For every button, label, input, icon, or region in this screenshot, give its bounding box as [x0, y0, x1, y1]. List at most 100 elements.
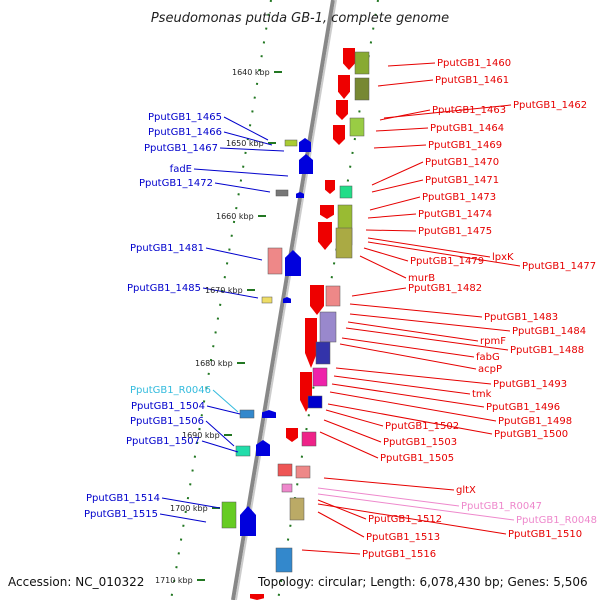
feature-box[interactable]	[221, 501, 237, 529]
label-connector	[369, 196, 421, 211]
gene-label-right[interactable]: PputGB1_1500	[494, 429, 568, 440]
gene-label-left[interactable]: PputGB1_1504	[131, 401, 205, 412]
reverse-gene-arrow[interactable]	[285, 250, 301, 276]
feature-box[interactable]	[312, 367, 328, 387]
gene-label-right[interactable]: PputGB1_1463	[432, 105, 506, 116]
gene-label-right[interactable]: PputGB1_1483	[484, 312, 558, 323]
gene-label-left[interactable]: PputGB1_1485	[127, 283, 201, 294]
gene-label-left[interactable]: PputGB1_1514	[86, 493, 160, 504]
gene-label-right[interactable]: PputGB1_1503	[383, 437, 457, 448]
feature-box[interactable]	[354, 51, 370, 75]
gene-label-right[interactable]: PputGB1_1502	[385, 421, 459, 432]
reverse-gene-arrow[interactable]	[256, 440, 270, 456]
label-connector	[223, 131, 273, 146]
gene-label-right[interactable]: PputGB1_1482	[408, 283, 482, 294]
gene-label-left[interactable]: PputGB1_1466	[148, 127, 222, 138]
gene-label-left[interactable]: PputGB1_1507	[126, 436, 200, 447]
gene-label-right[interactable]: PputGB1_1477	[522, 261, 596, 272]
gene-label-right[interactable]: PputGB1_1475	[418, 226, 492, 237]
feature-box[interactable]	[281, 483, 293, 493]
gene-label-right[interactable]: acpP	[478, 364, 502, 375]
feature-box[interactable]	[235, 445, 251, 457]
forward-gene-arrow[interactable]	[318, 222, 332, 250]
feature-box[interactable]	[325, 285, 341, 307]
forward-gene-arrow[interactable]	[305, 318, 317, 368]
gene-label-right[interactable]: PputGB1_1484	[512, 326, 586, 337]
gene-label-right[interactable]: PputGB1_1470	[425, 157, 499, 168]
feature-box[interactable]	[301, 431, 317, 447]
gene-label-right[interactable]: PputGB1_1498	[498, 416, 572, 427]
gene-label-right[interactable]: PputGB1_1496	[486, 402, 560, 413]
gene-label-right[interactable]: murB	[408, 273, 435, 284]
label-connector	[383, 104, 512, 119]
gene-label-right[interactable]: PputGB1_1469	[428, 140, 502, 151]
feature-box[interactable]	[275, 189, 289, 197]
gene-label-right[interactable]: PputGB1_1474	[418, 209, 492, 220]
reverse-gene-arrow[interactable]	[296, 192, 304, 198]
feature-box[interactable]	[267, 247, 283, 275]
reverse-gene-arrow[interactable]	[262, 410, 276, 418]
forward-gene-arrow[interactable]	[336, 100, 348, 120]
gene-label-left[interactable]: PputGB1_1506	[130, 416, 204, 427]
gene-label-right[interactable]: PputGB1_1473	[422, 192, 496, 203]
gene-label-right[interactable]: gltX	[456, 485, 476, 496]
gene-label-left[interactable]: PputGB1_1515	[84, 509, 158, 520]
forward-gene-arrow[interactable]	[338, 75, 350, 99]
gene-label-right[interactable]: fabG	[476, 352, 500, 363]
reverse-gene-arrow[interactable]	[299, 154, 313, 174]
forward-gene-arrow[interactable]	[310, 285, 324, 315]
feature-box[interactable]	[349, 117, 365, 137]
feature-box[interactable]	[315, 341, 331, 365]
gene-label-left[interactable]: PputGB1_1472	[139, 178, 213, 189]
gene-label-right[interactable]: PputGB1_1505	[380, 453, 454, 464]
gene-label-right[interactable]: PputGB1_1516	[362, 549, 436, 560]
gene-label-right[interactable]: PputGB1_1460	[437, 58, 511, 69]
gene-label-left[interactable]: fadE	[170, 164, 192, 175]
gene-label-right[interactable]: PputGB1_1512	[368, 514, 442, 525]
gene-label-right[interactable]: lpxK	[492, 252, 514, 263]
forward-gene-arrow[interactable]	[333, 125, 345, 145]
gene-label-right[interactable]: rpmF	[480, 336, 506, 347]
label-connector	[349, 303, 483, 318]
feature-box[interactable]	[284, 139, 298, 147]
gene-label-right[interactable]: PputGB1_1464	[430, 123, 504, 134]
feature-box[interactable]	[289, 497, 305, 521]
feature-box[interactable]	[307, 395, 323, 409]
gene-label-right[interactable]: tmk	[472, 389, 492, 400]
gene-label-right[interactable]: PputGB1_1461	[435, 75, 509, 86]
forward-gene-arrow[interactable]	[325, 180, 335, 194]
feature-box[interactable]	[295, 465, 311, 479]
feature-box[interactable]	[335, 227, 353, 259]
gene-label-right[interactable]: PputGB1_1488	[510, 345, 584, 356]
gene-label-right[interactable]: PputGB1_R0047	[461, 501, 542, 512]
gene-label-right[interactable]: PputGB1_1493	[493, 379, 567, 390]
gene-label-right[interactable]: PputGB1_1479	[410, 256, 484, 267]
gene-label-left[interactable]: PputGB1_1481	[130, 243, 204, 254]
gene-label-right[interactable]: PputGB1_1462	[513, 100, 587, 111]
feature-box[interactable]	[319, 311, 337, 343]
gene-label-right[interactable]: PputGB1_R0048	[516, 515, 597, 526]
feature-box[interactable]	[239, 409, 255, 419]
label-connector	[359, 255, 407, 279]
feature-box[interactable]	[275, 547, 293, 573]
feature-box[interactable]	[354, 77, 370, 101]
forward-gene-arrow[interactable]	[250, 594, 264, 600]
feature-box[interactable]	[277, 463, 293, 477]
forward-gene-arrow[interactable]	[343, 48, 355, 70]
reverse-gene-arrow[interactable]	[283, 297, 291, 303]
gene-label-left[interactable]: PputGB1_1465	[148, 112, 222, 123]
gene-label-right[interactable]: PputGB1_1513	[366, 532, 440, 543]
feature-box[interactable]	[261, 296, 273, 304]
forward-gene-arrow[interactable]	[286, 428, 298, 442]
reverse-gene-arrow[interactable]	[299, 138, 311, 152]
feature-box[interactable]	[339, 185, 353, 199]
label-connector	[159, 513, 207, 523]
gene-label-right[interactable]: PputGB1_1510	[508, 529, 582, 540]
gene-label-left[interactable]: PputGB1_1467	[144, 143, 218, 154]
label-connector	[223, 116, 269, 141]
forward-gene-arrow[interactable]	[320, 205, 334, 219]
reverse-gene-arrow[interactable]	[240, 506, 256, 536]
gene-label-right[interactable]: PputGB1_1471	[425, 175, 499, 186]
gene-label-left[interactable]: PputGB1_R0046	[130, 385, 211, 396]
